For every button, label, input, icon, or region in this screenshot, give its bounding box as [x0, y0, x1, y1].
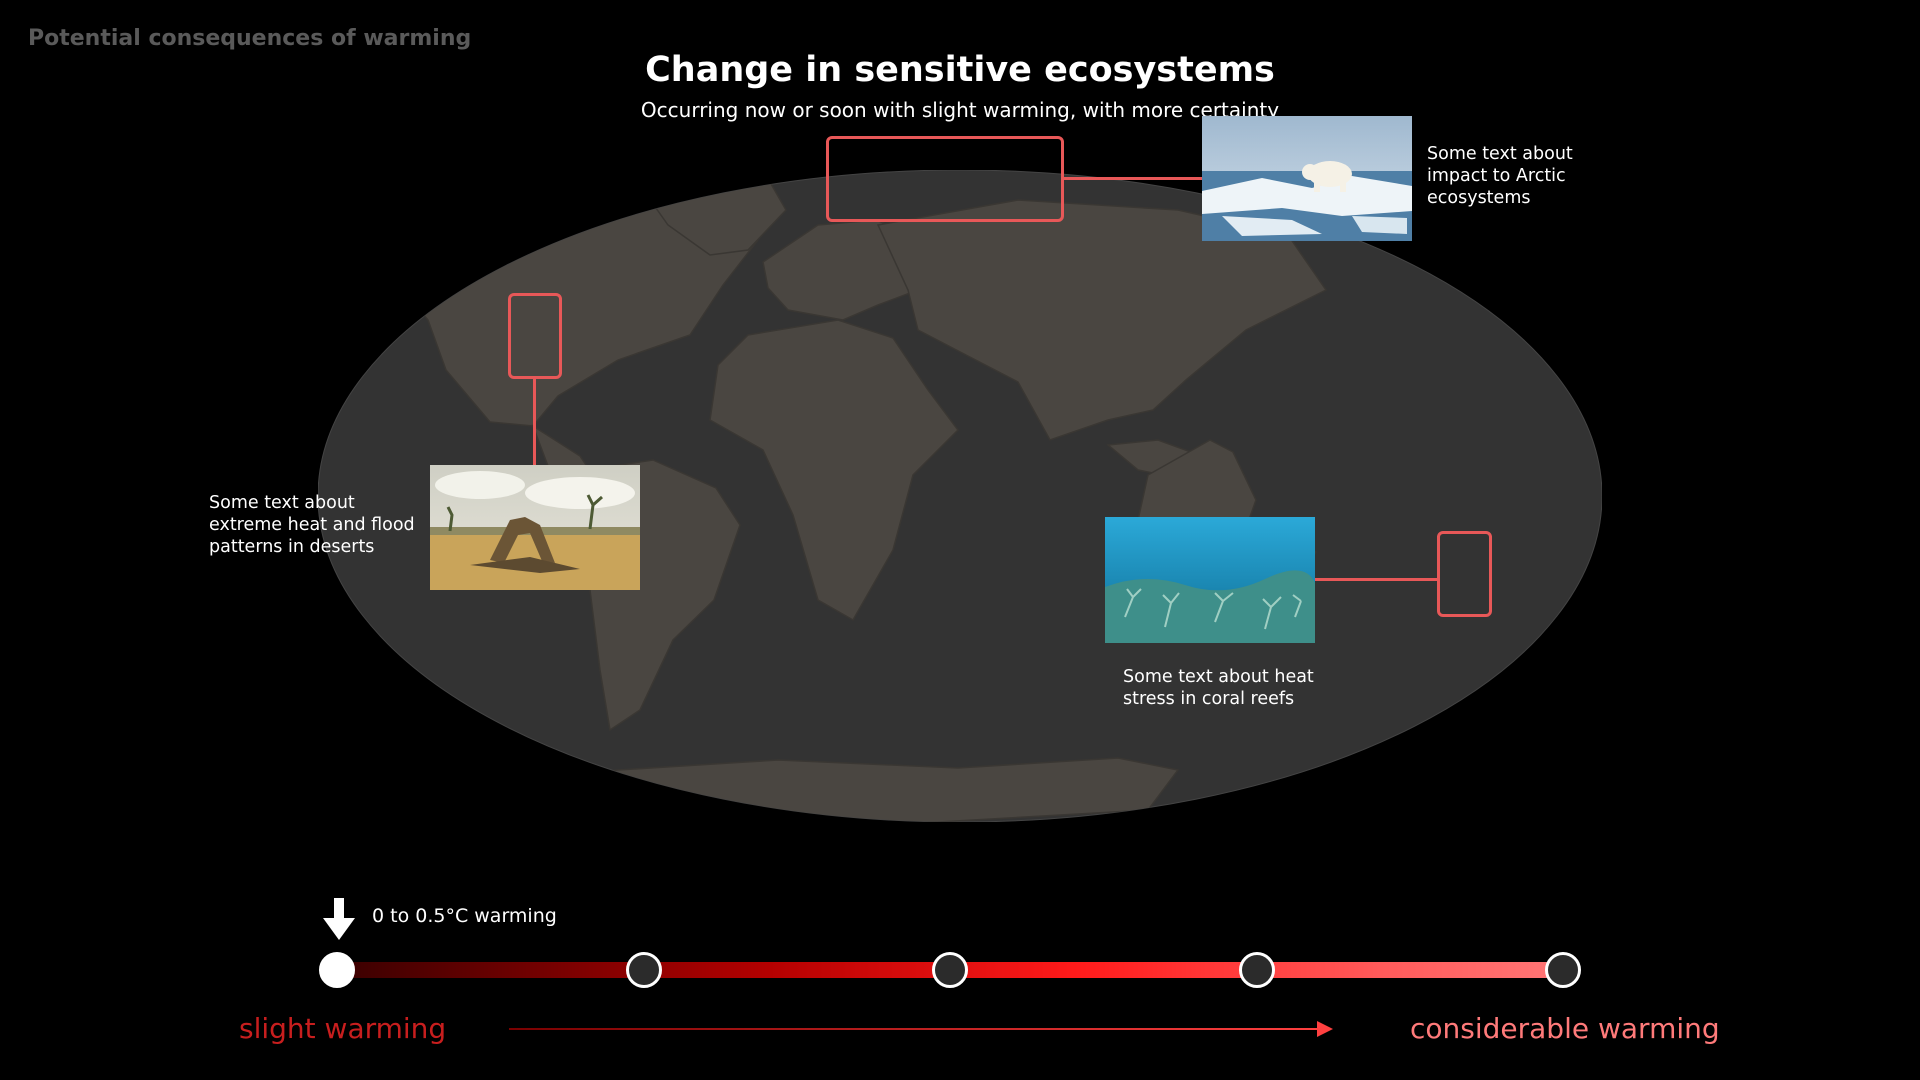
scale-node-3[interactable] — [932, 952, 968, 988]
arctic-region-highlight — [826, 136, 1064, 222]
scale-node-2[interactable] — [626, 952, 662, 988]
desert-region-highlight — [508, 293, 562, 379]
world-map — [318, 170, 1602, 822]
coral-caption: Some text about heat stress in coral ree… — [1123, 667, 1314, 709]
scale-node-1[interactable] — [319, 952, 355, 988]
page-title: Change in sensitive ecosystems — [645, 50, 1275, 90]
desert-caption: Some text about extreme heat and flood p… — [209, 493, 415, 557]
arctic-leader-line — [1063, 177, 1204, 180]
coral-leader-line — [1315, 578, 1438, 581]
joshua-tree-desert-photo — [430, 465, 640, 590]
arctic-caption: Some text about impact to Arctic ecosyst… — [1427, 144, 1573, 208]
coral-reef-photo — [1105, 517, 1315, 643]
considerable-warming-label: considerable warming — [1410, 1012, 1720, 1045]
coral-region-highlight — [1437, 531, 1492, 617]
right-arrow-icon — [509, 1021, 1333, 1037]
current-warming-label: 0 to 0.5°C warming — [372, 905, 557, 927]
scale-node-4[interactable] — [1239, 952, 1275, 988]
desert-leader-line — [533, 378, 536, 465]
polar-bear-on-ice-photo — [1202, 116, 1412, 241]
page-subtitle: Occurring now or soon with slight warmin… — [640, 98, 1280, 122]
slight-warming-label: slight warming — [239, 1012, 447, 1045]
scale-node-5[interactable] — [1545, 952, 1581, 988]
kicker-title: Potential consequences of warming — [28, 26, 472, 51]
down-arrow-icon — [323, 898, 355, 940]
africa-landmass — [709, 319, 959, 622]
antarctica-landmass — [435, 757, 1180, 822]
